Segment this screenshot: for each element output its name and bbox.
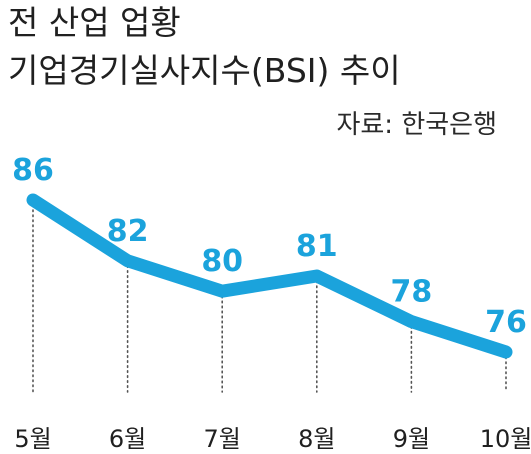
- x-tick-label-3: 8월: [298, 425, 335, 453]
- x-tick-label-4: 9월: [393, 425, 430, 453]
- value-label-4: 78: [391, 275, 433, 310]
- x-tick-label-5: 10월: [480, 425, 531, 453]
- value-label-0: 86: [12, 153, 54, 188]
- value-label-5: 76: [485, 305, 527, 340]
- value-labels: 86 82 80 81 78 76: [12, 153, 527, 340]
- value-label-3: 81: [296, 229, 338, 264]
- chart-title-line-2: 기업경기실사지수(BSI) 추이: [8, 51, 401, 90]
- x-tick-label-2: 7월: [204, 425, 241, 453]
- x-tick-labels: 5월 6월 7월 8월 9월 10월: [14, 425, 531, 453]
- source-note: 자료: 한국은행: [336, 110, 497, 140]
- value-label-2: 80: [201, 244, 243, 279]
- series-line: [26, 193, 513, 359]
- x-tick-label-0: 5월: [14, 425, 51, 453]
- value-label-1: 82: [107, 214, 149, 249]
- x-tick-label-1: 6월: [109, 425, 146, 453]
- chart-title-line-1: 전 산업 업황: [8, 3, 181, 42]
- guide-lines: [32, 199, 507, 393]
